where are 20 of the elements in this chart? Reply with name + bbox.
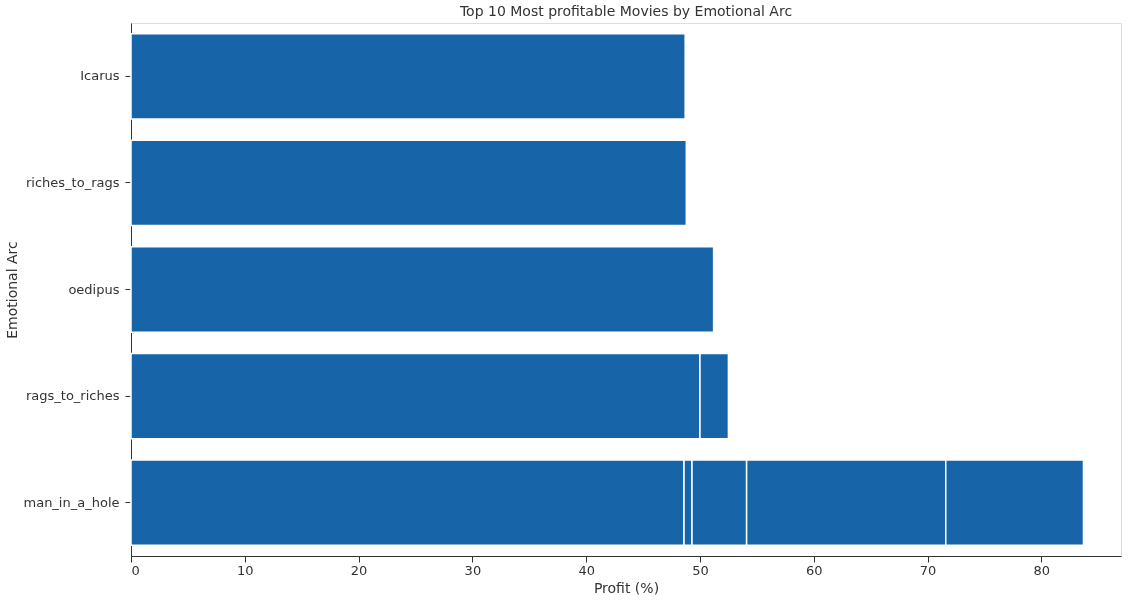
y-tick-label: Icarus — [80, 68, 120, 84]
x-tick-label: 10 — [237, 562, 254, 578]
x-tick-label: 80 — [1033, 562, 1051, 578]
x-axis-title: Profit (%) — [593, 579, 660, 596]
y-tick-label: oedipus — [68, 281, 120, 297]
x-tick-label: 30 — [464, 562, 482, 578]
x-tick-label: 50 — [692, 562, 709, 578]
y-tick-label: man_in_a_hole — [23, 494, 120, 510]
y-axis-title: Emotional Arc — [3, 241, 20, 339]
bar — [130, 246, 715, 333]
y-tick-label: rags_to_riches — [25, 388, 120, 404]
x-tick-label: 40 — [578, 562, 595, 578]
x-tick-label: 60 — [805, 562, 823, 578]
y-tick-label: riches_to_rags — [25, 174, 120, 190]
bar — [130, 139, 688, 227]
bar — [130, 32, 686, 120]
x-tick-label: 0 — [131, 562, 140, 578]
x-tick-label: 70 — [919, 562, 937, 578]
x-tick-label: 20 — [350, 562, 368, 578]
chart-title: Top 10 Most profitable Movies by Emotional Arc — [458, 3, 793, 19]
